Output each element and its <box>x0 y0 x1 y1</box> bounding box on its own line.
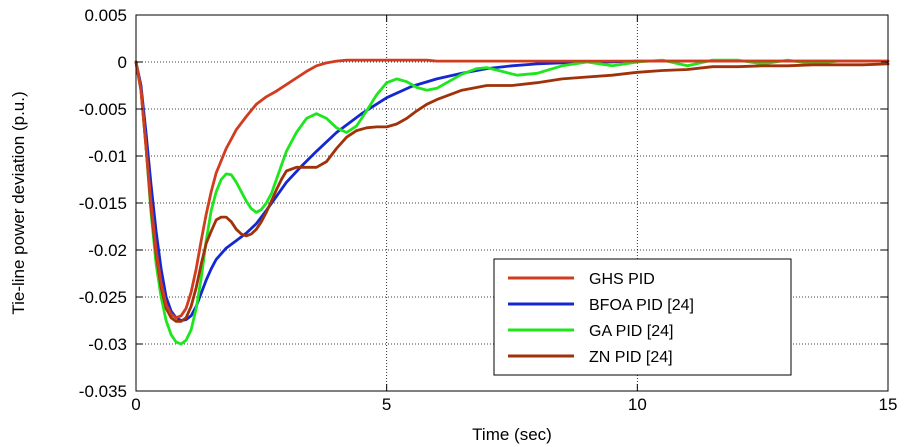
ticks <box>135 14 889 392</box>
series-layer <box>134 58 890 346</box>
legend-label: BFOA PID [24] <box>589 297 694 314</box>
y-axis-label: Tie-line power deviation (p.u.) <box>9 91 28 314</box>
x-tick-label: 10 <box>628 395 647 414</box>
y-tick-label: -0.03 <box>88 335 127 354</box>
y-tick-label: -0.035 <box>79 382 127 401</box>
y-tick-label: -0.02 <box>88 241 127 260</box>
y-tick-label: -0.005 <box>79 100 127 119</box>
x-tick-labels: 0 5 10 15 <box>131 395 897 414</box>
legend-label: GA PID [24] <box>589 323 673 340</box>
y-tick-label: -0.01 <box>88 147 127 166</box>
legend: GHS PID BFOA PID [24] GA PID [24] ZN PID [2… <box>493 258 792 376</box>
series-line-zn-pid-24 <box>134 60 890 323</box>
y-tick-label: -0.015 <box>79 194 127 213</box>
x-tick-label: 0 <box>131 395 140 414</box>
x-tick-label: 5 <box>382 395 391 414</box>
y-tick-label: 0 <box>118 53 127 72</box>
y-tick-labels: 0.005 0 -0.005 -0.01 -0.015 -0.02 -0.025 -0.03 -… <box>79 6 127 401</box>
x-tick-label: 15 <box>879 395 898 414</box>
series-line-ghs-pid <box>134 58 890 320</box>
legend-label: GHS PID <box>589 271 655 288</box>
y-tick-label: 0.005 <box>84 6 127 25</box>
y-tick-label: -0.025 <box>79 288 127 307</box>
legend-label: ZN PID [24] <box>589 349 673 366</box>
series-line-ga-pid-24 <box>134 58 890 346</box>
x-axis-label: Time (sec) <box>472 425 552 444</box>
